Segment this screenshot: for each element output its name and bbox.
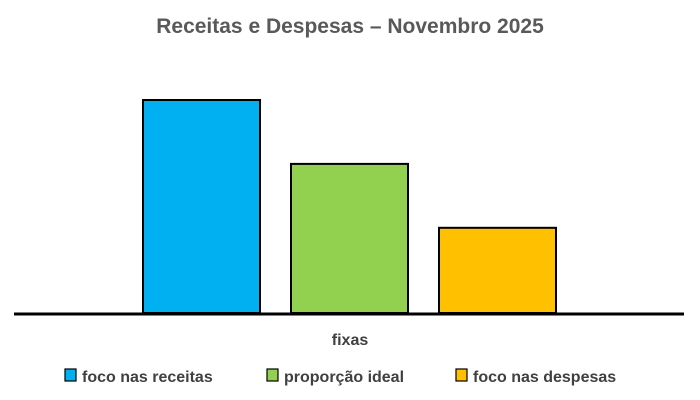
legend-label-proporcao-ideal: proporção ideal [284,369,404,386]
legend-swatch-proporcao-ideal [266,368,279,382]
legend-swatch-foco-nas-despesas [455,368,468,382]
legend-label-foco-nas-receitas: foco nas receitas [82,369,213,386]
category-label: fixas [332,332,369,349]
bars-group [142,99,557,314]
bar-foco-nas-receitas [142,99,261,314]
chart-title: Receitas e Despesas – Novembro 2025 [156,15,544,38]
bar-foco-nas-despesas [438,226,557,314]
legend: foco nas receitas proporção ideal foco n… [64,368,616,386]
legend-swatch-foco-nas-receitas [64,368,77,382]
bar-proporcao-ideal [290,162,409,314]
legend-label-foco-nas-despesas: foco nas despesas [473,369,616,386]
